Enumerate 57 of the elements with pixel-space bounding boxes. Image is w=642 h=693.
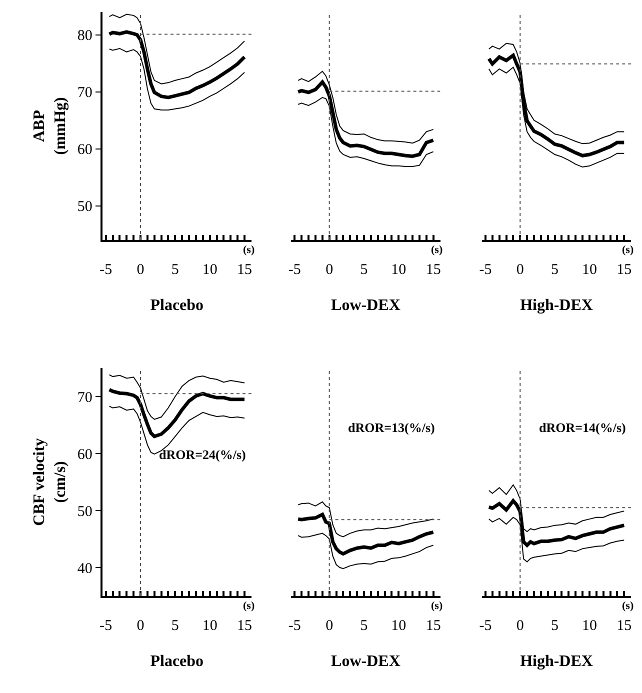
- y-axis-title: ABP (mmHg): [30, 97, 69, 155]
- line-series: [108, 374, 246, 420]
- x-tick-label: 0: [326, 618, 334, 634]
- x-tick-label: 10: [582, 618, 597, 634]
- x-tick-label: -5: [479, 262, 492, 278]
- x-tick-label: 5: [551, 262, 559, 278]
- x-axis-title: Placebo: [150, 297, 204, 314]
- text: (s): [622, 244, 634, 256]
- x-tick-label: 10: [582, 262, 597, 278]
- x-tick-label: 15: [616, 262, 632, 278]
- x-tick-label: -5: [288, 618, 301, 634]
- x-tick-label: 0: [516, 262, 524, 278]
- y-tick-label: 40: [77, 560, 92, 577]
- x-axis-title: Low-DEX: [331, 653, 401, 670]
- text: (s): [622, 600, 634, 612]
- x-axis-title: High-DEX: [520, 653, 594, 670]
- x-tick-label: 5: [360, 618, 368, 634]
- x-tick-label: 15: [616, 618, 632, 634]
- x-tick-label: 5: [551, 618, 559, 634]
- y-tick-label: 60: [77, 446, 92, 463]
- x-tick-label: -5: [100, 618, 112, 634]
- y-tick-label: 70: [77, 85, 92, 102]
- x-tick-label: 15: [237, 262, 252, 278]
- y-tick-label: 50: [77, 199, 92, 216]
- x-tick-label: 15: [426, 618, 441, 634]
- x-tick-label: 10: [391, 618, 406, 634]
- text: (s): [431, 600, 443, 612]
- x-tick-label: 15: [426, 262, 441, 278]
- x-tick-label: 5: [360, 262, 368, 278]
- y-tick-label: 50: [77, 504, 92, 520]
- annotation: dROR=14(%/s): [539, 420, 626, 435]
- x-axis-title: Placebo: [150, 653, 204, 670]
- y-tick-label: 70: [77, 390, 92, 406]
- x-tick-label: 0: [136, 262, 144, 278]
- annotation: dROR=13(%/s): [348, 420, 435, 435]
- x-axis-title: High-DEX: [520, 297, 594, 314]
- x-tick-label: 10: [202, 262, 218, 278]
- x-tick-label: 15: [237, 618, 252, 634]
- x-tick-label: 0: [326, 262, 334, 278]
- y-tick-label: 80: [77, 28, 92, 44]
- x-tick-label: 10: [202, 618, 218, 634]
- text: (s): [243, 600, 255, 612]
- y-tick-label: 60: [77, 142, 92, 158]
- x-tick-label: -5: [288, 262, 301, 278]
- x-tick-label: 0: [516, 618, 524, 634]
- x-tick-label: 5: [171, 262, 179, 278]
- x-tick-label: 10: [391, 262, 406, 278]
- x-axis-title: Low-DEX: [331, 297, 401, 314]
- x-tick-label: 5: [171, 618, 179, 634]
- y-axis-title: CBF velocity (cm/s): [30, 438, 69, 526]
- x-tick-label: -5: [100, 262, 112, 278]
- line-series: [108, 388, 246, 438]
- annotation: dROR=24(%/s): [159, 447, 246, 462]
- x-tick-label: 0: [136, 618, 144, 634]
- text: (s): [431, 244, 443, 256]
- text: (s): [243, 244, 255, 256]
- x-tick-label: -5: [479, 618, 492, 634]
